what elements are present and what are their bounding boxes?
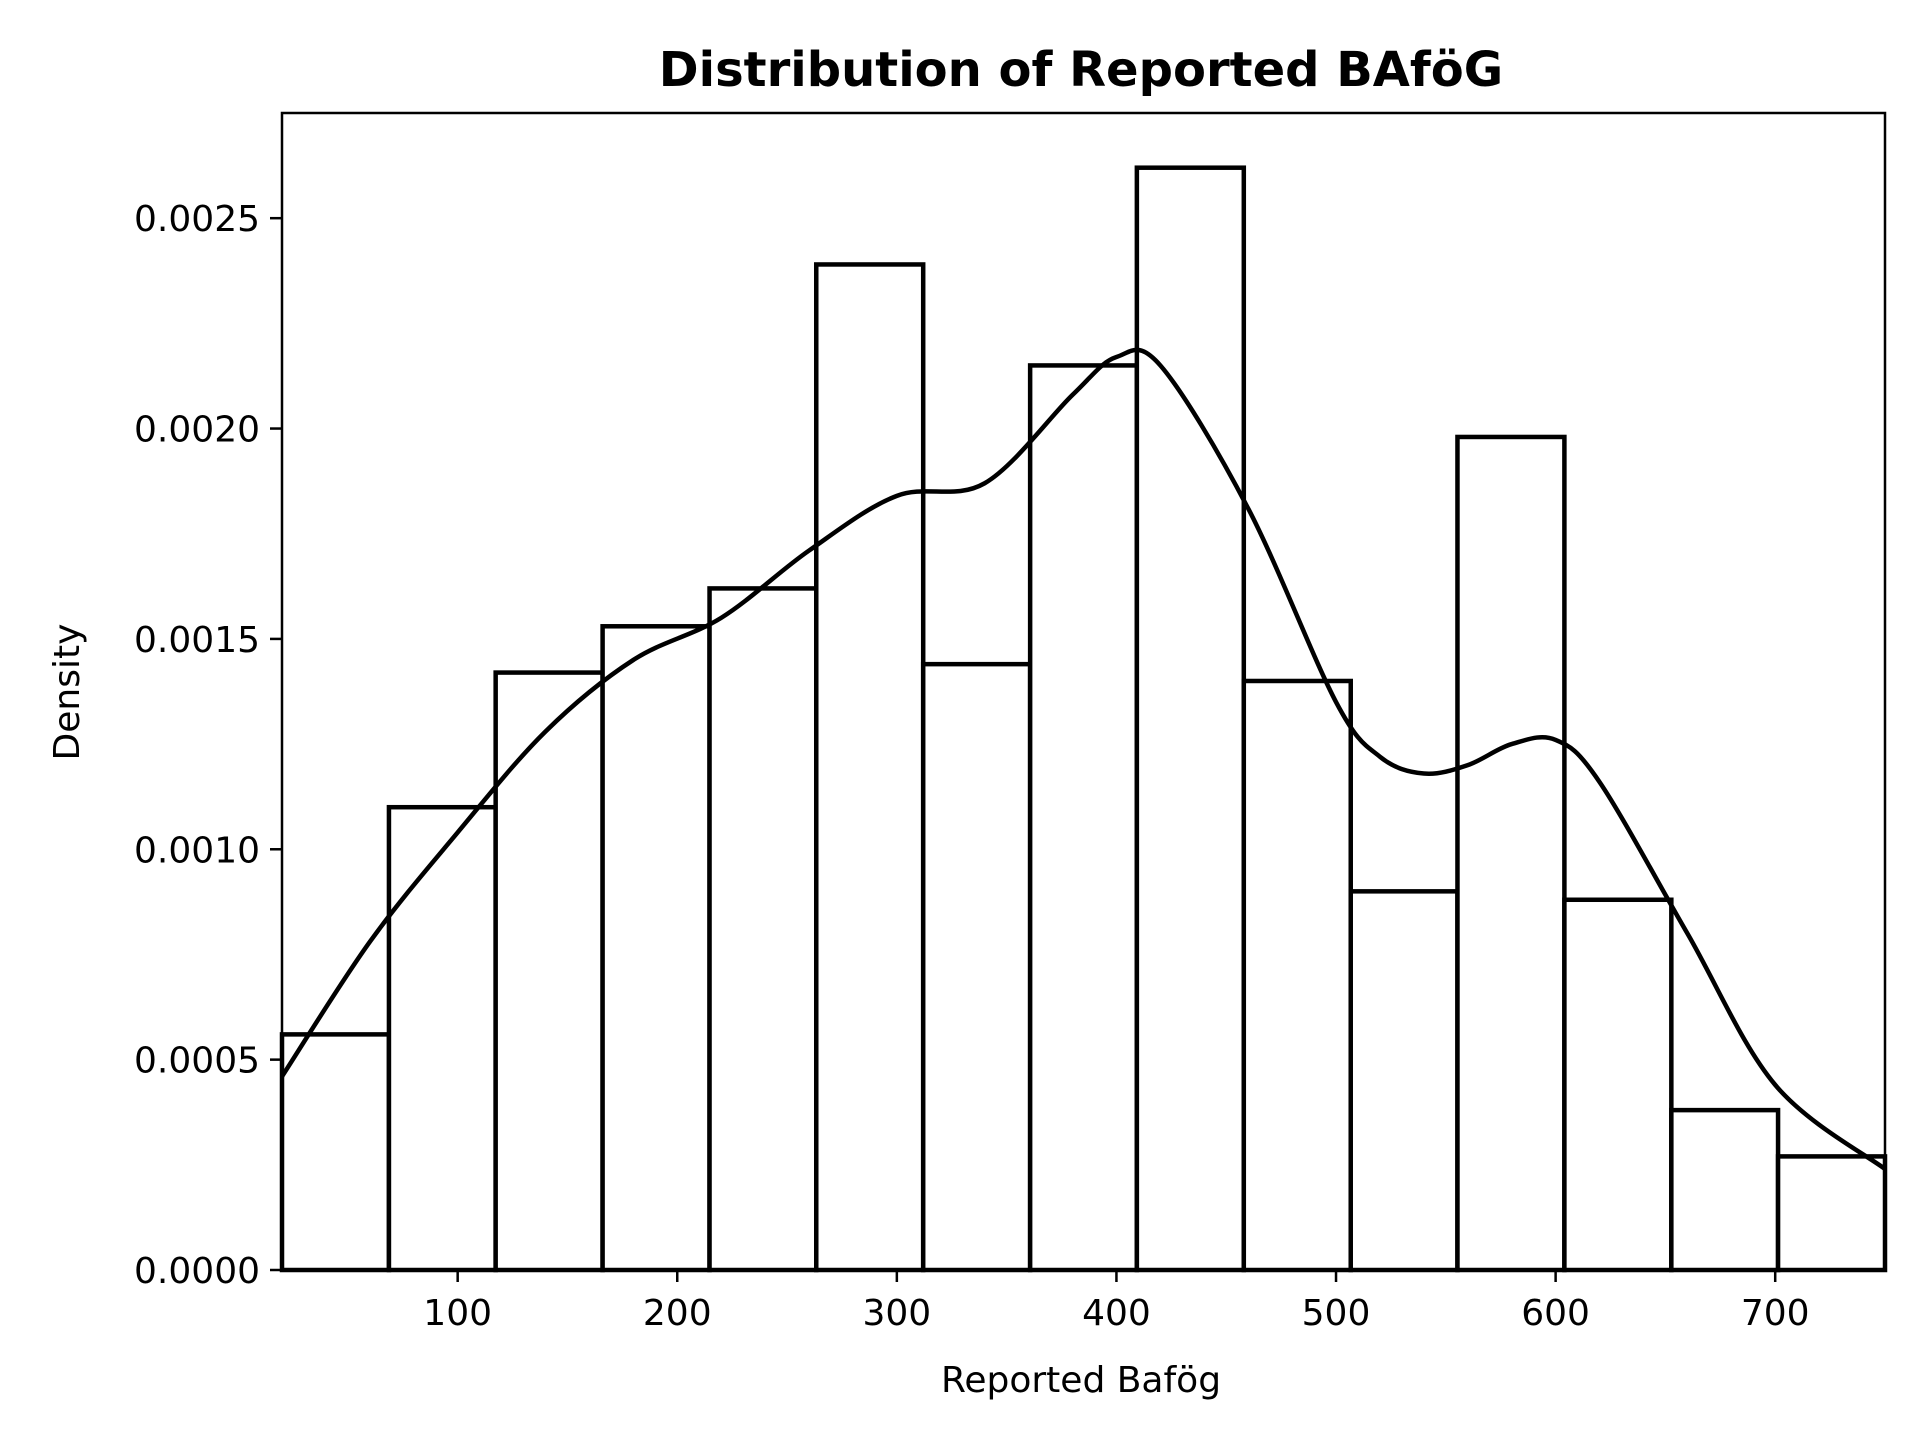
histogram-bar [1669,1107,1781,1273]
x-tick-label: 500 [1302,1293,1371,1334]
histogram-bar [1027,363,1140,1273]
y-tick-label: 0.0005 [134,1041,260,1082]
x-axis-ticks: 100 200 300 400 500 600 700 [423,1270,1810,1334]
histogram-bar [920,661,1033,1273]
histogram-bar [1455,434,1567,1273]
y-tick-label: 0.0000 [134,1251,260,1292]
x-tick-label: 400 [1082,1293,1151,1334]
x-tick-label: 200 [643,1293,712,1334]
histogram-bar [493,670,605,1273]
x-axis-label: Reported Bafög [941,1360,1221,1401]
histogram-bar [1134,165,1247,1273]
y-tick-label: 0.0020 [134,410,260,451]
histogram-bar [1241,678,1353,1273]
y-tick-label: 0.0025 [134,199,260,240]
histogram-bar [386,804,498,1273]
y-tick-label: 0.0010 [134,830,260,871]
kde-curve [280,347,1887,1171]
histogram-bar [1775,1154,1888,1273]
histogram-bar [279,1032,392,1273]
histogram-bar [707,586,819,1273]
y-axis-ticks: 0.0000 0.0005 0.0010 0.0015 0.0020 0.0025 [134,199,282,1292]
x-tick-label: 100 [423,1293,492,1334]
y-axis-label: Density [47,624,88,761]
histogram-bar [600,624,712,1273]
chart-title: Distribution of Reported BAföG [659,42,1503,98]
histogram-bar [1348,889,1460,1273]
histogram-bars [279,165,1888,1273]
x-tick-label: 600 [1521,1293,1590,1334]
y-tick-label: 0.0015 [134,620,260,661]
histogram-bar [1562,897,1674,1273]
plot-frame [280,111,1887,1272]
histogram-bar [814,262,926,1273]
x-tick-label: 300 [862,1293,931,1334]
x-tick-label: 700 [1741,1293,1810,1334]
